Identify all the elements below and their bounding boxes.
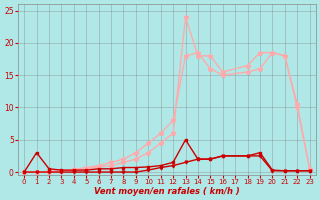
X-axis label: Vent moyen/en rafales ( km/h ): Vent moyen/en rafales ( km/h ) <box>94 187 240 196</box>
